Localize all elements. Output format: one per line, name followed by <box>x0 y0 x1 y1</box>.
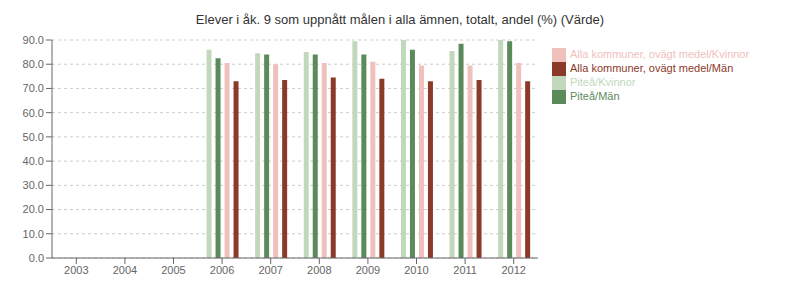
svg-text:60.0: 60.0 <box>23 107 44 119</box>
svg-text:2011: 2011 <box>453 264 477 276</box>
html-text:Alla kommuner, ovägt medel/Kvi: Alla kommuner, ovägt medel/Kvinnor <box>570 48 750 60</box>
svg-text:2004: 2004 <box>113 264 137 276</box>
svg-text:2003: 2003 <box>64 264 88 276</box>
svg-text:70.0: 70.0 <box>23 82 44 94</box>
svg-text:2012: 2012 <box>501 264 525 276</box>
svg-text:40.0: 40.0 <box>23 155 44 167</box>
svg-text:0.0: 0.0 <box>29 252 44 264</box>
svg-text:2005: 2005 <box>161 264 185 276</box>
svg-text:80.0: 80.0 <box>23 58 44 70</box>
svg-text:50.0: 50.0 <box>23 131 44 143</box>
svg-text:2009: 2009 <box>356 264 380 276</box>
svg-text:2008: 2008 <box>307 264 331 276</box>
html-text:Alla kommuner, ovägt medel/Män: Alla kommuner, ovägt medel/Män <box>570 62 734 75</box>
html-text:Elever i åk. 9 som uppnått mål: Elever i åk. 9 som uppnått målen i alla … <box>195 12 605 27</box>
svg-text:2010: 2010 <box>404 264 428 276</box>
svg-text:20.0: 20.0 <box>23 203 44 215</box>
svg-text:2006: 2006 <box>210 264 234 276</box>
html-text:Piteå/Kvinnor: Piteå/Kvinnor <box>570 76 636 89</box>
svg-text:30.0: 30.0 <box>23 179 44 191</box>
svg-text:10.0: 10.0 <box>23 228 44 240</box>
svg-text:90.0: 90.0 <box>23 34 44 46</box>
html-text:Piteå/Män: Piteå/Män <box>570 90 620 103</box>
svg-text:2007: 2007 <box>258 264 282 276</box>
